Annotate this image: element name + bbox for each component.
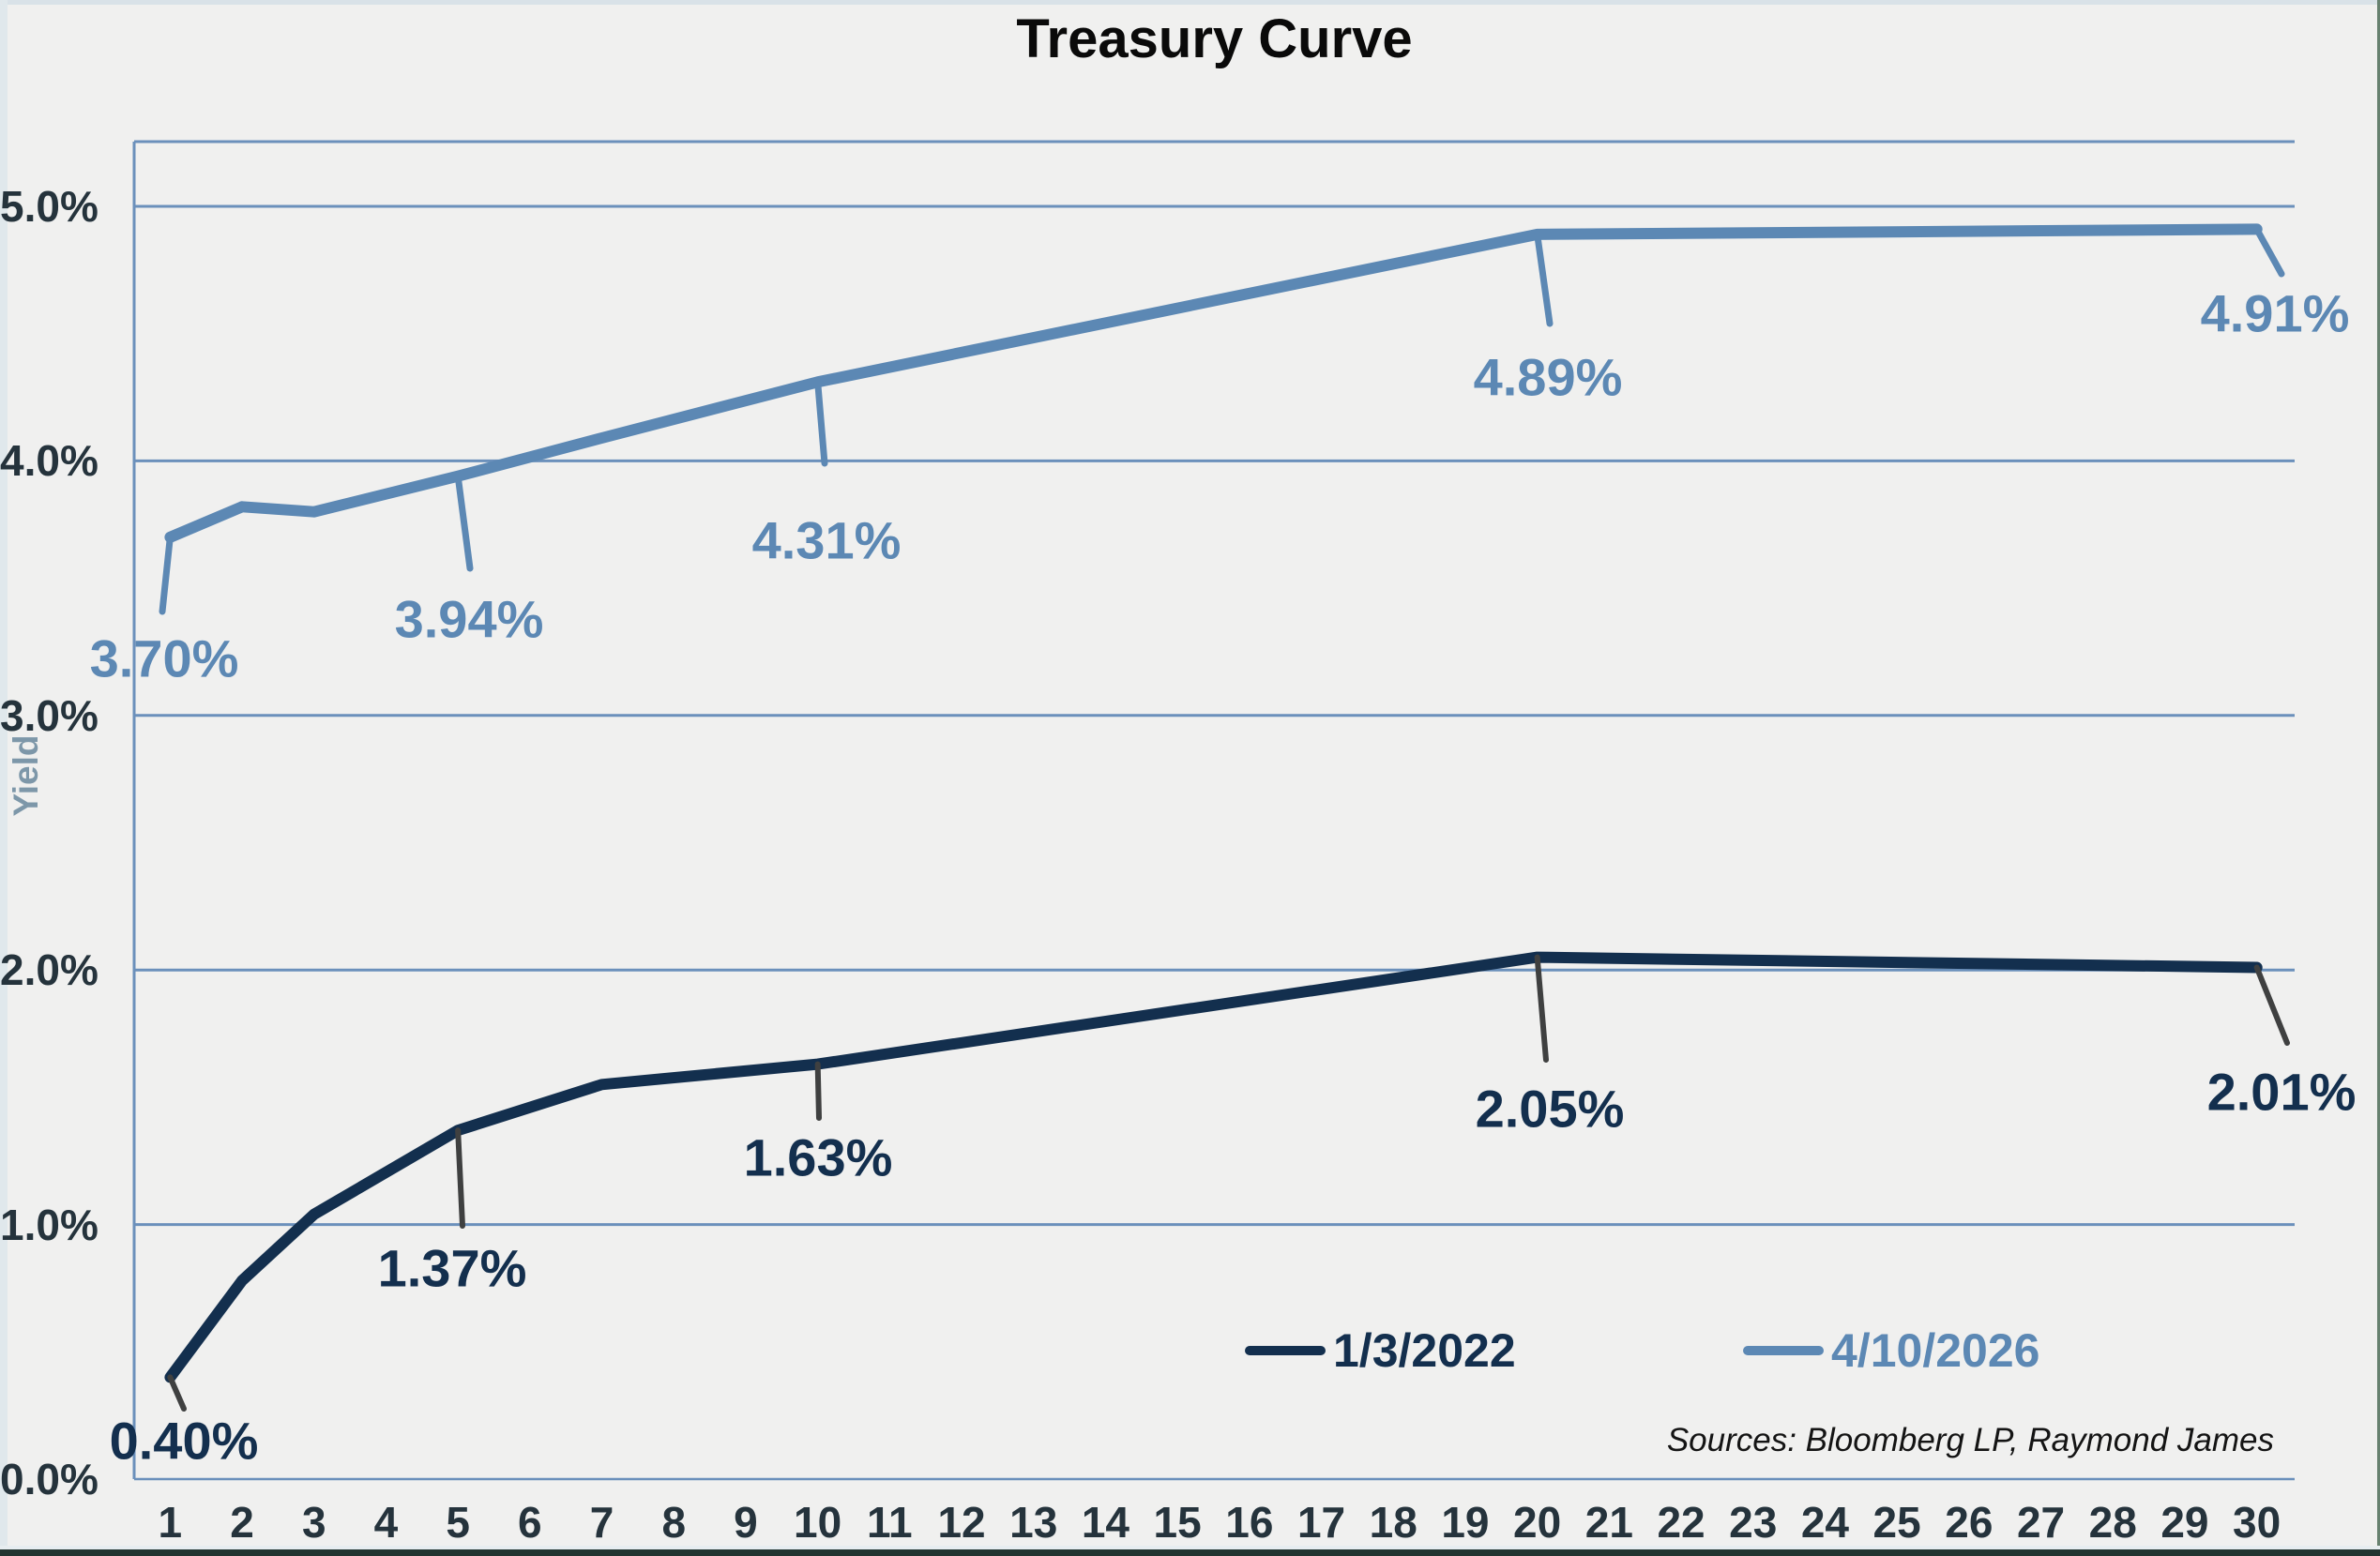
data-label-4-10-2026-10y: 4.31% bbox=[751, 510, 902, 570]
leader-line-1.37% bbox=[455, 1127, 465, 1229]
data-label-4-10-2026-30y: 4.91% bbox=[2200, 283, 2350, 343]
legend-line-swatch-2022-icon bbox=[1245, 1346, 1326, 1355]
data-label-4-10-2026-20y: 4.89% bbox=[1473, 347, 1623, 407]
leader-line-3.70% bbox=[159, 534, 174, 615]
x-tick-label-16: 16 bbox=[1225, 1498, 1274, 1547]
left-edge-strip bbox=[0, 0, 8, 1556]
bottom-light-line bbox=[0, 1546, 2380, 1549]
series-line-1-3-2022 bbox=[164, 951, 2263, 1383]
x-tick-label-9: 9 bbox=[734, 1498, 758, 1547]
y-tick-label-2.0%: 2.0% bbox=[0, 945, 99, 995]
leader-line-1.63% bbox=[814, 1061, 822, 1121]
x-tick-label-8: 8 bbox=[661, 1498, 687, 1547]
legend-line-swatch-2026-icon bbox=[1743, 1346, 1824, 1355]
data-label-1-3-2022-5y: 1.37% bbox=[377, 1238, 527, 1298]
bottom-edge-bar bbox=[0, 1549, 2380, 1556]
x-tick-label-13: 13 bbox=[1009, 1498, 1058, 1547]
x-tick-label-20: 20 bbox=[1513, 1498, 1562, 1547]
legend-item-2022: 1/3/2022 bbox=[1245, 1326, 1516, 1375]
y-tick-label-0.0%: 0.0% bbox=[0, 1455, 99, 1503]
x-tick-label-22: 22 bbox=[1657, 1498, 1705, 1547]
x-tick-label-12: 12 bbox=[937, 1498, 986, 1547]
y-tick-label-3.0%: 3.0% bbox=[0, 690, 99, 740]
series-line-4-10-2026 bbox=[164, 223, 2263, 543]
legend-item-2026: 4/10/2026 bbox=[1743, 1326, 2039, 1375]
y-tick-label-5.0%: 5.0% bbox=[0, 182, 99, 231]
x-tick-label-26: 26 bbox=[1945, 1498, 1993, 1547]
data-label-1-3-2022-20y: 2.05% bbox=[1475, 1079, 1625, 1139]
x-tick-label-30: 30 bbox=[2233, 1498, 2281, 1547]
x-tick-label-1: 1 bbox=[158, 1498, 183, 1547]
x-tick-label-6: 6 bbox=[518, 1498, 542, 1547]
y-tick-label-1.0%: 1.0% bbox=[0, 1200, 99, 1249]
leader-line-4.31% bbox=[814, 378, 828, 467]
sources-note: Sources: Bloomberg LP, Raymond James bbox=[1666, 1422, 2274, 1458]
x-tick-label-19: 19 bbox=[1441, 1498, 1490, 1547]
x-tick-label-11: 11 bbox=[867, 1498, 913, 1547]
legend-label-2026: 4/10/2026 bbox=[1831, 1324, 2040, 1377]
legend-label-2022: 1/3/2022 bbox=[1333, 1324, 1516, 1377]
leader-line-2.01% bbox=[2253, 964, 2290, 1046]
x-tick-label-5: 5 bbox=[446, 1498, 470, 1547]
x-tick-label-25: 25 bbox=[1872, 1498, 1921, 1547]
right-edge-border bbox=[2377, 0, 2380, 1556]
leader-line-2.05% bbox=[1534, 954, 1549, 1063]
x-tick-label-28: 28 bbox=[2088, 1498, 2137, 1547]
leader-line-0.40% bbox=[167, 1374, 187, 1412]
x-tick-label-23: 23 bbox=[1729, 1498, 1778, 1547]
x-tick-label-29: 29 bbox=[2160, 1498, 2209, 1547]
leader-line-4.89% bbox=[1534, 231, 1554, 327]
x-tick-label-21: 21 bbox=[1584, 1498, 1633, 1547]
x-tick-label-2: 2 bbox=[230, 1498, 254, 1547]
x-tick-label-14: 14 bbox=[1081, 1498, 1130, 1547]
leader-line-3.94% bbox=[454, 473, 474, 572]
chart-title: Treasury Curve bbox=[1016, 8, 1413, 69]
top-edge-strip bbox=[0, 0, 2380, 5]
data-label-1-3-2022-30y: 2.01% bbox=[2206, 1062, 2357, 1122]
data-label-4-10-2026-5y: 3.94% bbox=[394, 589, 544, 649]
data-label-4-10-2026-1y: 3.70% bbox=[89, 628, 239, 688]
data-label-1-3-2022-10y: 1.63% bbox=[743, 1127, 893, 1187]
x-tick-label-24: 24 bbox=[1800, 1498, 1850, 1547]
x-tick-label-3: 3 bbox=[301, 1498, 326, 1547]
x-tick-label-17: 17 bbox=[1296, 1498, 1346, 1547]
x-tick-label-18: 18 bbox=[1369, 1498, 1417, 1547]
leader-line-4.91% bbox=[2253, 225, 2285, 278]
x-tick-label-27: 27 bbox=[2016, 1498, 2066, 1547]
y-tick-label-4.0%: 4.0% bbox=[0, 436, 99, 486]
x-tick-label-10: 10 bbox=[794, 1498, 842, 1547]
x-tick-label-7: 7 bbox=[589, 1498, 614, 1547]
x-tick-label-4: 4 bbox=[373, 1498, 399, 1547]
data-label-1-3-2022-1y: 0.40% bbox=[109, 1411, 259, 1471]
x-tick-label-15: 15 bbox=[1153, 1498, 1202, 1547]
